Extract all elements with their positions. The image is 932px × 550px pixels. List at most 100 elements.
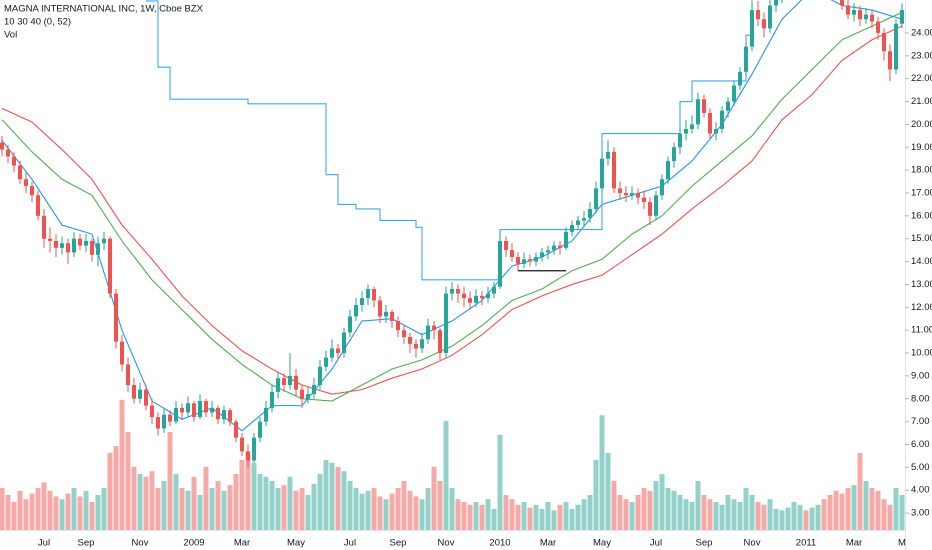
candle-body (390, 311, 394, 322)
candle-body (522, 259, 526, 264)
volume-bar (305, 495, 311, 530)
candle-body (576, 220, 580, 225)
volume-bar (5, 495, 11, 530)
candle-body (60, 243, 64, 248)
candle-body (840, 0, 844, 6)
volume-bar (221, 490, 227, 530)
volume-bar (629, 502, 635, 530)
volume-bar (389, 493, 395, 530)
volume-bar (263, 476, 269, 530)
candle-body (618, 188, 622, 193)
candle-body (234, 421, 238, 438)
volume-bar (407, 490, 413, 530)
candle-body (270, 391, 274, 408)
volume-bar (755, 502, 761, 530)
volume-bar (65, 493, 71, 530)
candle-body (324, 357, 328, 367)
volume-bar (311, 483, 317, 530)
candle-body (42, 215, 46, 239)
candle-body (246, 451, 250, 461)
volume-bar (719, 504, 725, 530)
volume-bar (659, 474, 665, 530)
candle-body (696, 99, 700, 125)
volume-bar (635, 495, 641, 530)
candle-body (654, 195, 658, 216)
candle-body (18, 165, 22, 180)
volume-bar (653, 481, 659, 530)
volume-bar (113, 446, 119, 530)
volume-bar (611, 481, 617, 530)
candle-body (474, 295, 478, 303)
candle-body (882, 32, 886, 52)
volume-bar (575, 504, 581, 530)
volume-bar (89, 502, 95, 530)
candle-body (690, 124, 694, 129)
candle-body (462, 293, 466, 299)
volume-bar (515, 504, 521, 530)
volume-bar (725, 495, 731, 530)
volume-bar (743, 488, 749, 530)
candle-body (0, 142, 4, 150)
x-tick-label: Nov (744, 538, 761, 549)
volume-bar (581, 499, 587, 530)
candle-body (636, 192, 640, 198)
candle-body (78, 238, 82, 246)
candle-body (312, 385, 316, 395)
volume-bar (503, 495, 509, 530)
step-line (146, 0, 753, 281)
candle-body (444, 293, 448, 354)
x-tick-label: Jul (650, 538, 662, 549)
x-tick-label: Jul (38, 538, 50, 549)
candle-body (510, 250, 514, 257)
volume-bar (767, 499, 773, 530)
moving-average-line (1, 25, 903, 395)
volume-bar (197, 495, 203, 530)
candle-body (318, 366, 322, 386)
volume-bar (431, 467, 437, 530)
x-tick-label: Mar (540, 538, 556, 549)
volume-bar (773, 509, 779, 530)
candle-body (180, 407, 184, 413)
volume-bar (899, 495, 905, 530)
candle-body (540, 252, 544, 257)
candle-body (678, 133, 682, 148)
candle-body (708, 112, 712, 134)
volume-bar (539, 509, 545, 530)
volume-bar (491, 509, 497, 530)
volume-bar (587, 495, 593, 530)
candle-body (264, 407, 268, 422)
candle-body (660, 179, 664, 196)
volume-bar (533, 504, 539, 530)
volume-bar (287, 476, 293, 530)
volume-bar (383, 499, 389, 530)
candle-body (174, 407, 178, 422)
x-tick-label: Sep (390, 538, 407, 549)
candle-body (594, 188, 598, 209)
volume-bar (881, 499, 887, 530)
volume-bar (815, 504, 821, 530)
candle-body (480, 295, 484, 299)
volume-bar (563, 502, 569, 530)
volume-bar (707, 499, 713, 530)
volume-bar (323, 460, 329, 530)
candle-body (378, 300, 382, 317)
y-tick-label: 17.00 (911, 187, 932, 198)
candle-body (222, 410, 226, 420)
volume-bar (443, 420, 449, 530)
candle-body (876, 21, 880, 33)
volume-bar (47, 490, 53, 530)
candle-body (384, 311, 388, 317)
x-tick-label: 2009 (183, 538, 204, 549)
volume-bar (617, 495, 623, 530)
volume-bar (455, 499, 461, 530)
volume-bar (839, 493, 845, 530)
candle-body (492, 286, 496, 294)
candle-body (228, 410, 232, 422)
volume-bar (647, 490, 653, 530)
volume-bar (167, 432, 173, 530)
x-tick-label: May (287, 538, 305, 549)
volume-bar (893, 488, 899, 530)
candle-body (726, 101, 730, 111)
candle-body (648, 202, 652, 216)
